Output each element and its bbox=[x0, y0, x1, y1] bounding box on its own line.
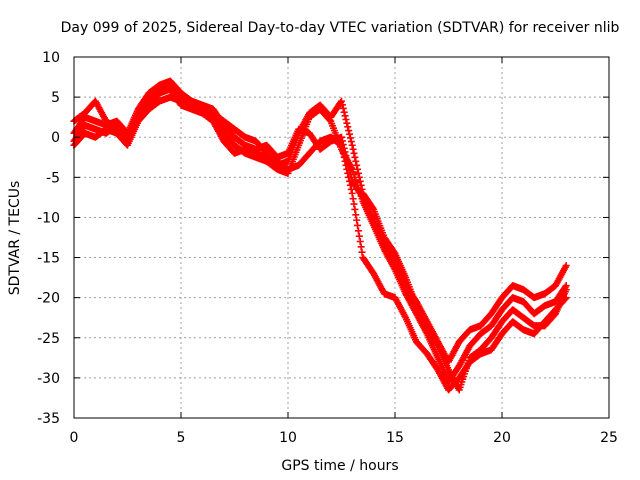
x-tick-label: 15 bbox=[386, 430, 404, 446]
data-point bbox=[343, 119, 351, 127]
data-point bbox=[338, 141, 345, 149]
data-point bbox=[350, 200, 358, 208]
data-point bbox=[347, 185, 355, 193]
data-point bbox=[562, 294, 570, 302]
x-tick-label: 20 bbox=[493, 430, 511, 446]
data-point bbox=[345, 127, 353, 135]
y-axis-label: SDTVAR / TECUs bbox=[7, 181, 23, 296]
series-track-b bbox=[70, 77, 570, 386]
y-tick-label: 10 bbox=[42, 50, 60, 66]
data-point bbox=[369, 204, 377, 212]
y-tick-label: 5 bbox=[51, 90, 60, 106]
data-point bbox=[356, 238, 364, 246]
y-tick-label: -35 bbox=[37, 411, 60, 427]
data-point bbox=[350, 149, 358, 157]
data-point bbox=[348, 189, 356, 197]
data-point bbox=[562, 286, 570, 294]
data-point bbox=[343, 165, 351, 173]
data-point bbox=[342, 161, 350, 169]
y-tick-labels: 10 5 0 -5 -10 -15 -20 -25 -30 -35 bbox=[37, 50, 60, 427]
data-point bbox=[347, 138, 355, 146]
data-point bbox=[354, 221, 362, 229]
data-point bbox=[351, 205, 359, 213]
data-point bbox=[341, 112, 349, 120]
data-point bbox=[349, 145, 357, 153]
data-point bbox=[357, 243, 365, 251]
x-axis-label: GPS time / hours bbox=[281, 458, 398, 474]
series-track-c bbox=[70, 93, 570, 394]
data-point bbox=[346, 130, 354, 138]
data-point bbox=[351, 153, 359, 161]
y-tick-label: -25 bbox=[37, 331, 60, 347]
data-point bbox=[354, 169, 362, 177]
y-tick-label: -5 bbox=[46, 170, 60, 186]
data-point bbox=[345, 173, 353, 181]
data-point bbox=[339, 104, 347, 112]
data-markers bbox=[70, 77, 570, 394]
data-point bbox=[338, 97, 345, 105]
data-point bbox=[341, 157, 349, 165]
data-point bbox=[349, 195, 357, 203]
series-track-d bbox=[70, 85, 570, 394]
data-point bbox=[561, 295, 569, 303]
data-point bbox=[353, 161, 361, 169]
x-tick-label: 0 bbox=[70, 430, 79, 446]
x-tick-label: 10 bbox=[279, 430, 297, 446]
data-point bbox=[338, 145, 346, 153]
data-point bbox=[358, 248, 366, 256]
data-point bbox=[562, 262, 570, 270]
data-point bbox=[344, 169, 352, 177]
x-tick-label: 25 bbox=[600, 430, 618, 446]
y-tick-label: -10 bbox=[37, 210, 60, 226]
data-point bbox=[346, 134, 354, 142]
data-point bbox=[354, 165, 362, 173]
data-point bbox=[342, 116, 350, 124]
y-tick-label: 0 bbox=[51, 130, 60, 146]
data-point bbox=[340, 108, 348, 116]
data-point bbox=[340, 153, 348, 161]
data-point bbox=[354, 227, 362, 235]
x-tick-label: 5 bbox=[177, 430, 186, 446]
x-tick-labels: 0 5 10 15 20 25 bbox=[70, 430, 618, 446]
data-point bbox=[352, 211, 360, 219]
chart-title: Day 099 of 2025, Sidereal Day-to-day VTE… bbox=[61, 20, 620, 36]
data-point bbox=[348, 141, 356, 149]
data-point bbox=[346, 181, 354, 189]
data-point bbox=[346, 177, 354, 185]
data-point bbox=[344, 123, 352, 131]
plot-frame bbox=[73, 56, 610, 419]
grid-lines bbox=[74, 57, 609, 418]
data-point bbox=[355, 173, 363, 181]
data-point bbox=[352, 157, 360, 165]
data-point bbox=[355, 232, 363, 240]
y-tick-label: -30 bbox=[37, 371, 60, 387]
data-point bbox=[338, 101, 346, 109]
data-point bbox=[339, 149, 347, 157]
data-point bbox=[356, 177, 364, 185]
data-point bbox=[357, 181, 365, 189]
axis-ticks bbox=[73, 56, 610, 419]
data-point bbox=[353, 216, 361, 224]
data-point bbox=[358, 185, 366, 193]
y-tick-label: -20 bbox=[37, 291, 60, 307]
y-tick-label: -15 bbox=[37, 251, 60, 267]
